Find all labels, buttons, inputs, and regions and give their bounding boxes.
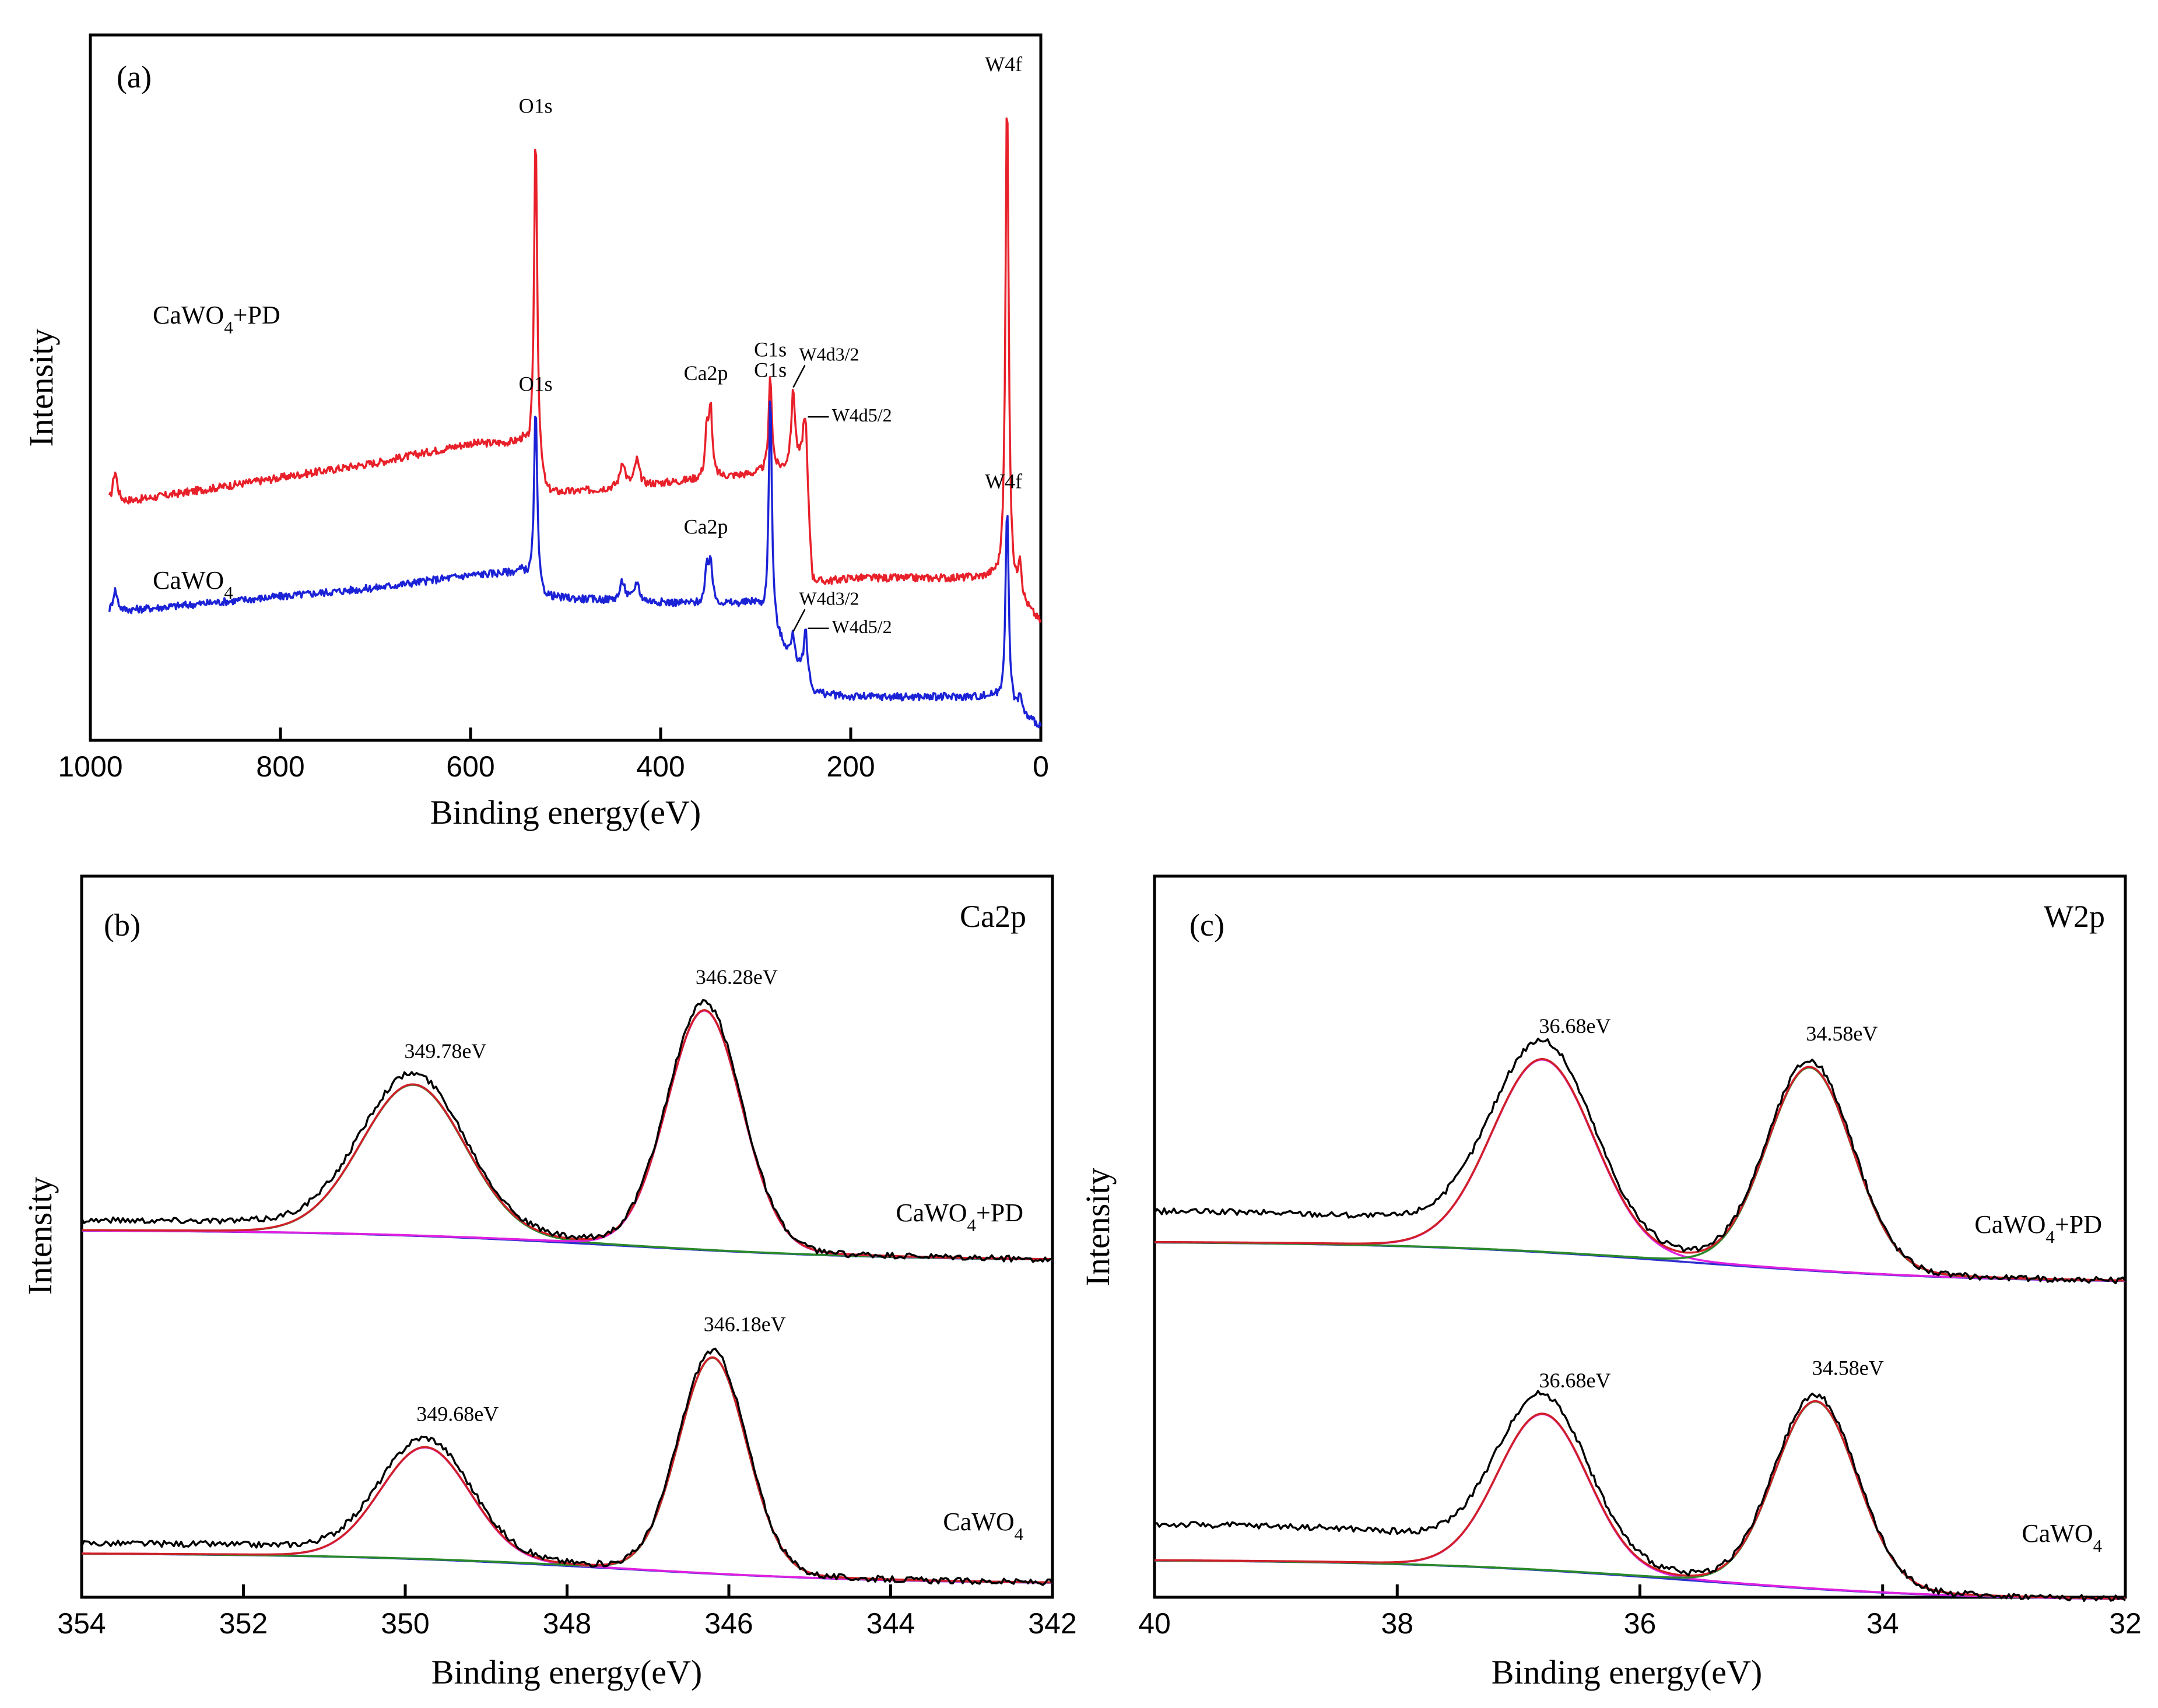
peak-energy-label: 36.68eV	[1539, 1014, 1611, 1038]
fit-envelope	[1155, 1400, 2126, 1600]
series-label: CaWO4	[943, 1507, 1023, 1544]
panel-c-x-axis: 40 38 36 34 32	[1138, 1584, 2142, 1640]
peak-energy-label: 349.78eV	[404, 1039, 486, 1063]
panel-a-label: (a)	[117, 59, 152, 94]
x-tick-label: 350	[381, 1607, 429, 1640]
peak-energy-label: 349.68eV	[416, 1402, 499, 1425]
x-tick-label: 0	[1033, 750, 1049, 783]
fit-component-2	[1155, 1400, 2126, 1600]
peak-energy-label: 346.18eV	[704, 1313, 786, 1336]
peak-energy-label: 346.28eV	[696, 965, 778, 989]
peak-label: W4f	[985, 470, 1022, 493]
x-tick-label: 344	[866, 1607, 915, 1640]
panel-b-curves	[80, 999, 1054, 1586]
x-tick-label: 32	[2109, 1607, 2142, 1640]
peak-label: Ca2p	[684, 361, 728, 385]
peak-label: W4d5/2	[832, 405, 892, 426]
raw-data-curve	[1154, 1390, 2127, 1602]
survey-series-label: CaWO4+PD	[153, 301, 280, 338]
series-label: CaWO4+PD	[1974, 1210, 2102, 1247]
panel-c-annotations: 36.68eV 34.58eV CaWO4+PD 36.68eV 34.58eV CaWO…	[1539, 1014, 2102, 1556]
x-tick-label: 36	[1624, 1607, 1657, 1640]
peak-label: O1s	[519, 94, 553, 117]
x-tick-label: 200	[826, 750, 875, 783]
panel-a-curves	[108, 117, 1042, 729]
x-tick-label: 1000	[58, 750, 122, 783]
x-tick-label: 348	[543, 1607, 591, 1640]
x-tick-label: 34	[1866, 1607, 1899, 1640]
raw-data-curve	[1153, 1038, 2127, 1285]
panel-b: (b) Ca2p Binding energy(eV) Intensity 35…	[21, 874, 1077, 1691]
fit-component-1	[1155, 1059, 2125, 1282]
panel-c-xlabel: Binding energy(eV)	[1492, 1653, 1762, 1691]
leader-line	[792, 609, 806, 632]
x-tick-label: 800	[256, 750, 304, 783]
x-tick-label: 346	[704, 1607, 753, 1640]
fit-component-1	[1154, 1413, 2125, 1600]
panel-a-x-axis: 1000 800 600 400 200 0	[58, 728, 1049, 783]
series-label: CaWO4+PD	[896, 1199, 1023, 1235]
panel-c-curves	[1153, 1038, 2127, 1602]
panel-c-ylabel: Intensity	[1079, 1168, 1117, 1287]
panel-a-ylabel: Intensity	[22, 329, 60, 447]
peak-label: C1s	[754, 358, 787, 381]
series-label: CaWO4	[2022, 1519, 2102, 1556]
peak-energy-label: 34.58eV	[1812, 1356, 1884, 1380]
panel-b-label: (b)	[104, 908, 141, 943]
x-tick-label: 38	[1381, 1607, 1413, 1640]
raw-data-curve	[80, 1347, 1054, 1586]
peak-label: O1s	[519, 372, 553, 396]
x-tick-label: 352	[219, 1607, 268, 1640]
peak-label: W4d3/2	[799, 344, 859, 365]
peak-label: C1s	[754, 338, 787, 361]
panel-c: (c) W2p Binding energy(eV) Intensity 40 3…	[1079, 874, 2142, 1691]
leader-line	[792, 365, 806, 388]
panel-c-label: (c)	[1189, 908, 1224, 943]
peak-label: W4d5/2	[832, 616, 892, 637]
peak-label: W4d3/2	[799, 588, 859, 609]
panel-a-frame	[89, 33, 1043, 742]
x-tick-label: 354	[57, 1607, 106, 1640]
peak-energy-label: 36.68eV	[1539, 1369, 1611, 1392]
fit-component-2	[1155, 1066, 2125, 1282]
fit-component-1	[82, 1084, 1052, 1261]
peak-label: Ca2p	[684, 515, 728, 538]
raw-data-curve	[80, 999, 1053, 1263]
panel-a-annotations: CaWO4+PD O1s Ca2p C1s W4d3/2 W4d5/2 W4f CaWO4 O1…	[153, 52, 1022, 637]
x-tick-label: 600	[446, 750, 494, 783]
fit-envelope	[82, 1356, 1053, 1584]
peak-energy-label: 34.58eV	[1806, 1022, 1878, 1045]
fit-component-2	[82, 1356, 1052, 1584]
panel-b-x-axis: 354 352 350 348 346 344 342	[57, 1584, 1077, 1640]
x-tick-label: 400	[636, 750, 685, 783]
panel-a-xlabel: Binding energy(eV)	[430, 793, 701, 831]
panel-c-corner-label: W2p	[2044, 899, 2105, 934]
peak-label: W4f	[985, 52, 1022, 76]
survey-curve-cawo4	[108, 400, 1042, 729]
panel-a: (a) Binding energy(eV) Intensity 1000 800…	[22, 33, 1049, 831]
panel-b-corner-label: Ca2p	[960, 899, 1026, 934]
fit-baseline	[1155, 1241, 2125, 1282]
fit-envelope	[1154, 1058, 2125, 1282]
panel-b-xlabel: Binding energy(eV)	[431, 1653, 702, 1691]
survey-curve-cawo4-pd	[108, 117, 1042, 623]
x-tick-label: 342	[1028, 1607, 1076, 1640]
survey-series-label: CaWO4	[153, 566, 233, 603]
panel-b-ylabel: Intensity	[21, 1177, 59, 1295]
x-tick-label: 40	[1138, 1607, 1171, 1640]
